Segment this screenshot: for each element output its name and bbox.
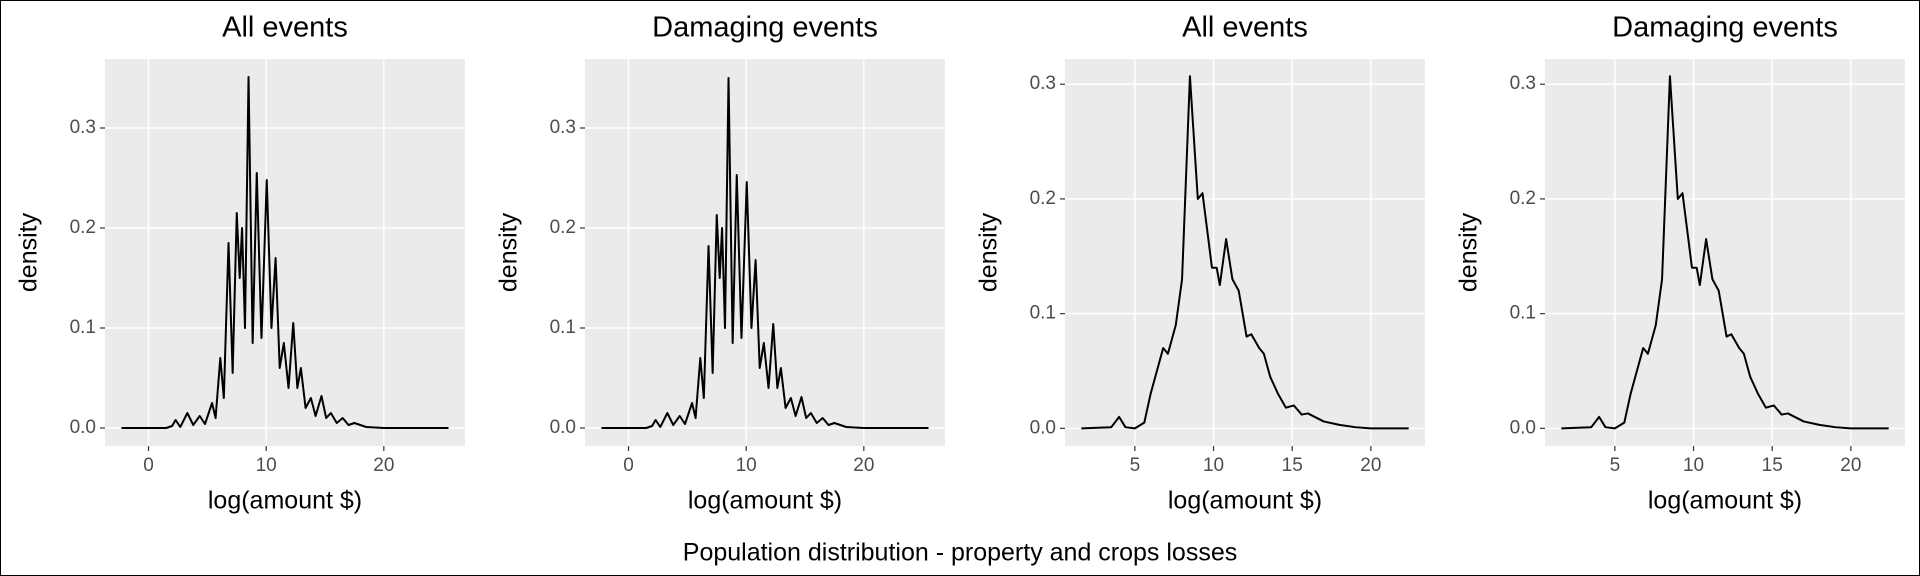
x-axis-label: log(amount $) <box>688 487 842 515</box>
density-line <box>121 76 449 429</box>
x-tick-label: 0 <box>623 455 634 476</box>
x-tick-label: 15 <box>1762 455 1783 476</box>
y-tick-label: 0.0 <box>1510 417 1536 438</box>
plot-panel <box>1065 59 1425 446</box>
y-tick-label: 0.2 <box>550 217 576 238</box>
panel-title: All events <box>222 12 348 44</box>
x-axis-label: log(amount $) <box>1168 487 1322 515</box>
x-axis-label: log(amount $) <box>208 487 362 515</box>
caption: Population distribution - property and c… <box>683 539 1237 567</box>
y-tick-label: 0.1 <box>1030 303 1056 324</box>
x-tick-label: 20 <box>1360 455 1381 476</box>
x-tick-label: 10 <box>736 455 757 476</box>
x-axis-label: log(amount $) <box>1648 487 1802 515</box>
x-tick-label: 20 <box>373 455 394 476</box>
x-tick-label: 5 <box>1610 455 1621 476</box>
y-tick-label: 0.0 <box>1030 417 1056 438</box>
panel-title: All events <box>1182 12 1308 44</box>
plot-panel <box>1545 59 1905 446</box>
y-axis-label: density <box>1455 212 1483 292</box>
panel-title: Damaging events <box>652 12 878 44</box>
y-tick-label: 0.1 <box>1510 303 1536 324</box>
y-tick-label: 0.3 <box>1510 73 1536 94</box>
y-axis-label: density <box>975 212 1003 292</box>
y-axis-label: density <box>495 212 523 292</box>
x-tick-label: 20 <box>1840 455 1861 476</box>
density-line <box>601 77 929 429</box>
x-tick-label: 0 <box>143 455 154 476</box>
y-tick-label: 0.3 <box>1030 73 1056 94</box>
x-tick-label: 10 <box>1683 455 1704 476</box>
y-axis-label: density <box>15 212 43 292</box>
y-tick-label: 0.2 <box>1030 188 1056 209</box>
y-tick-label: 0.0 <box>70 417 96 438</box>
y-tick-label: 0.3 <box>550 117 576 138</box>
x-tick-label: 10 <box>256 455 277 476</box>
density-line <box>1081 75 1409 430</box>
plot-panel <box>105 59 465 446</box>
x-tick-label: 20 <box>853 455 874 476</box>
y-tick-label: 0.2 <box>70 217 96 238</box>
x-tick-label: 5 <box>1130 455 1141 476</box>
y-tick-label: 0.3 <box>70 117 96 138</box>
density-line <box>1561 75 1889 430</box>
plot-panel <box>585 59 945 446</box>
x-tick-label: 15 <box>1282 455 1303 476</box>
y-tick-label: 0.1 <box>550 317 576 338</box>
panel-title: Damaging events <box>1612 12 1838 44</box>
y-tick-label: 0.1 <box>70 317 96 338</box>
y-tick-label: 0.0 <box>550 417 576 438</box>
x-tick-label: 10 <box>1203 455 1224 476</box>
y-tick-label: 0.2 <box>1510 188 1536 209</box>
